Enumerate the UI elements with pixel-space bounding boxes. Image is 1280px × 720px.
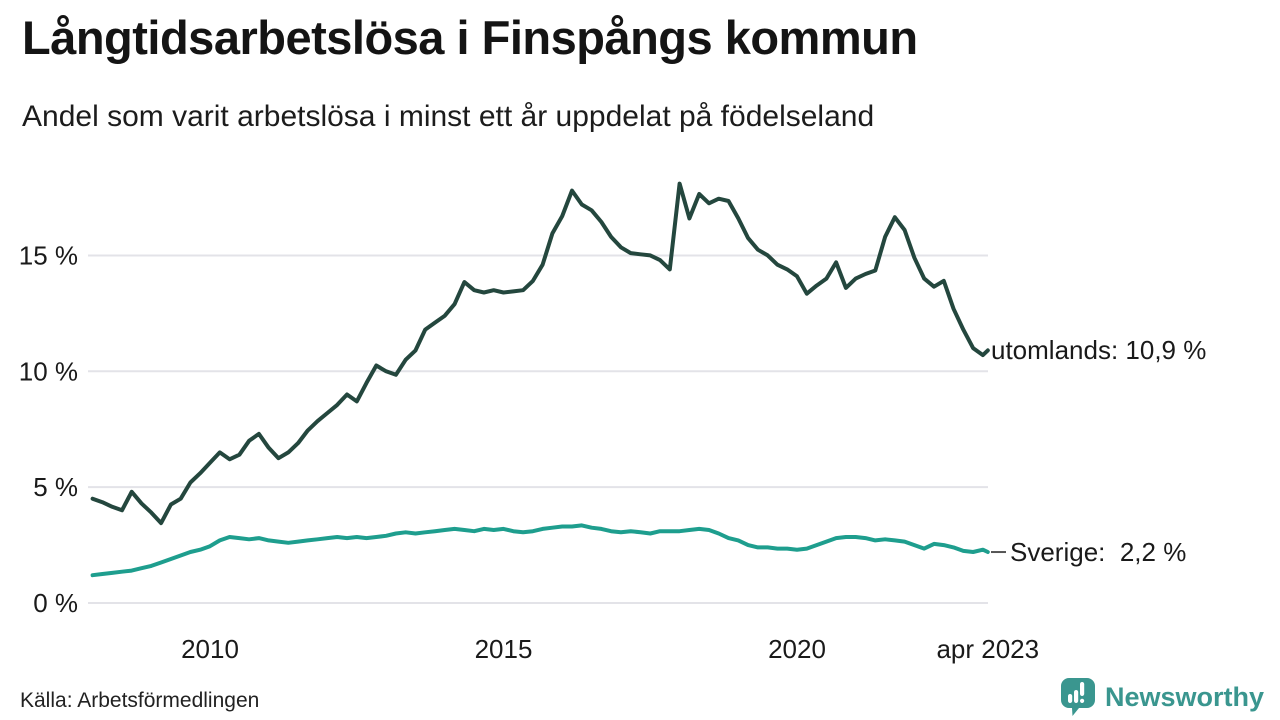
chart-title: Långtidsarbetslösa i Finspångs kommun [22, 11, 918, 64]
source-note: Källa: Arbetsförmedlingen [20, 689, 260, 712]
x-axis-tick-label: 2015 [475, 634, 533, 664]
series-label-sverige: Sverige: 2,2 % [1010, 537, 1187, 568]
series-line-Sverige [90, 523, 990, 578]
newsworthy-logo: Newsworthy [1060, 677, 1264, 717]
series-label-utomlands: utomlands: 10,9 % [991, 335, 1207, 366]
chart-subtitle: Andel som varit arbetslösa i minst ett å… [22, 100, 875, 133]
y-axis-tick-label: 5 % [33, 472, 78, 502]
y-axis-tick-label: 10 % [19, 356, 78, 386]
x-axis-tick-label: 2010 [181, 634, 239, 664]
newsworthy-wordmark: Newsworthy [1104, 681, 1264, 712]
y-axis-tick-label: 0 % [33, 588, 78, 618]
y-axis-tick-label: 15 % [19, 240, 78, 270]
x-axis-tick-label: 2020 [768, 634, 826, 664]
newsworthy-icon [1060, 678, 1095, 716]
x-axis-tick-label: apr 2023 [936, 634, 1039, 664]
series-line-utomlands [90, 181, 990, 526]
